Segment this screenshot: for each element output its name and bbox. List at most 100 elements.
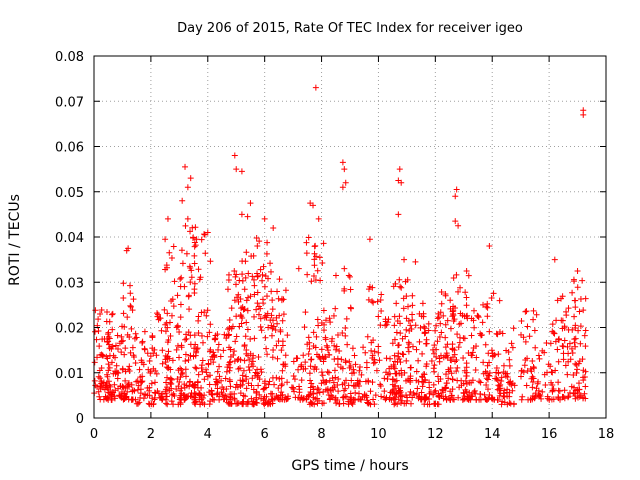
data-point (398, 367, 405, 374)
data-point (559, 342, 566, 349)
data-point (288, 384, 295, 391)
data-point (506, 399, 513, 406)
data-point (565, 305, 572, 312)
data-point (106, 364, 113, 371)
data-point (456, 321, 463, 328)
data-point (457, 284, 464, 291)
data-point (144, 385, 151, 392)
data-point (462, 289, 469, 296)
data-point (334, 396, 341, 403)
data-point (177, 276, 184, 283)
data-point (216, 396, 223, 403)
data-point (386, 396, 393, 403)
data-point (341, 265, 348, 272)
data-point (162, 328, 169, 335)
data-point (186, 306, 193, 313)
data-point (120, 396, 127, 403)
data-point (574, 366, 581, 373)
data-point (245, 364, 252, 371)
data-point (378, 291, 385, 298)
data-point (284, 332, 291, 339)
data-point (205, 361, 212, 368)
data-point (567, 356, 574, 363)
data-point (341, 166, 348, 173)
data-point (483, 396, 490, 403)
data-point (173, 386, 180, 393)
data-point (555, 387, 562, 394)
data-point (366, 283, 373, 290)
data-point (227, 394, 234, 401)
data-point (240, 306, 247, 313)
data-point (506, 362, 513, 369)
data-point (308, 278, 315, 285)
data-point (257, 323, 264, 330)
data-point (563, 308, 570, 315)
data-point (306, 391, 313, 398)
data-point (510, 401, 517, 408)
data-point (423, 363, 430, 370)
data-point (492, 375, 499, 382)
data-point (112, 354, 119, 361)
data-point (531, 327, 538, 334)
data-point (454, 331, 461, 338)
data-point (327, 319, 334, 326)
data-point (120, 295, 127, 302)
data-point (316, 389, 323, 396)
data-point (391, 383, 398, 390)
x-tick-labels: 0 2 4 6 8 10 12 14 16 18 (90, 427, 614, 442)
data-point (223, 386, 230, 393)
data-point (235, 298, 242, 305)
data-point (431, 368, 438, 375)
data-point (437, 320, 444, 327)
data-point (232, 384, 239, 391)
data-point (244, 352, 251, 359)
data-point (136, 399, 143, 406)
data-point (352, 396, 359, 403)
data-point (436, 394, 443, 401)
data-point (226, 367, 233, 374)
data-point (185, 293, 192, 300)
data-point (463, 267, 470, 274)
data-point (262, 334, 269, 341)
data-point (254, 300, 261, 307)
data-point (453, 271, 460, 278)
data-point (393, 300, 400, 307)
data-point (352, 389, 359, 396)
data-point (407, 379, 414, 386)
data-point (98, 307, 105, 314)
data-point (529, 395, 536, 402)
data-point (233, 381, 240, 388)
data-point (439, 386, 446, 393)
data-point (247, 200, 254, 207)
data-point (555, 336, 562, 343)
data-point (199, 357, 206, 364)
data-point (419, 300, 426, 307)
data-point (125, 381, 132, 388)
data-point (522, 308, 529, 315)
data-point (453, 357, 460, 364)
data-point (176, 328, 183, 335)
data-point (460, 335, 467, 342)
data-point (268, 288, 275, 295)
data-point (239, 277, 246, 284)
data-point (382, 322, 389, 329)
data-point (214, 379, 221, 386)
data-point (295, 366, 302, 373)
data-point (182, 351, 189, 358)
data-point (231, 267, 238, 274)
data-point (432, 327, 439, 334)
data-point (369, 298, 376, 305)
data-point (482, 341, 489, 348)
data-point (554, 297, 561, 304)
data-point (562, 362, 569, 369)
x-tick-label: 4 (204, 427, 212, 442)
data-point (479, 319, 486, 326)
data-point (215, 341, 222, 348)
data-point (378, 307, 385, 314)
data-point (219, 384, 226, 391)
data-point (226, 316, 233, 323)
data-point (96, 343, 103, 350)
data-point (244, 326, 251, 333)
y-tick-label: 0.05 (55, 186, 84, 201)
data-point (468, 315, 475, 322)
